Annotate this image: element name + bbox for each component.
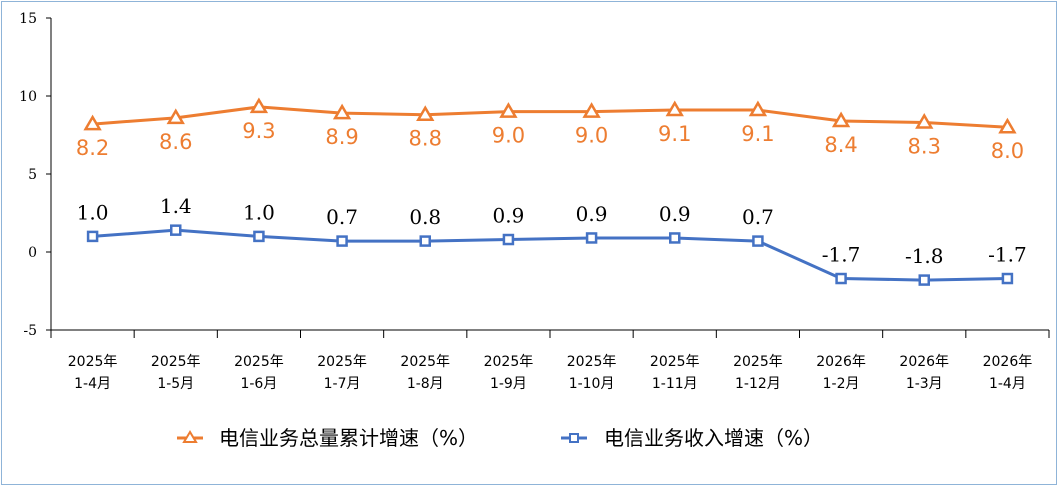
data-label-income: 0.8 — [409, 205, 441, 229]
data-point-triangle — [748, 100, 768, 117]
y-tick-label: 15 — [19, 11, 37, 27]
axes: 15 10 5 0 -5 2025年 1-4月 2025年 1-5月 2025年 1-6月 2025年… — [19, 11, 1050, 392]
data-label-income: -1.7 — [988, 243, 1027, 267]
data-label-total: 9.3 — [242, 119, 275, 143]
data-label-income: 0.9 — [576, 202, 608, 226]
data-label-income: 1.4 — [160, 194, 192, 218]
x-tick-label-year: 2025年 — [234, 354, 284, 370]
x-tick-label-period: 1-10月 — [569, 376, 615, 392]
data-point-triangle — [249, 97, 269, 114]
x-tick-label-year: 2025年 — [400, 354, 450, 370]
data-label-total: 8.3 — [908, 135, 941, 159]
data-point-triangle — [83, 114, 102, 131]
data-point-square — [419, 235, 431, 247]
x-tick-label-period: 1-4月 — [74, 376, 111, 392]
x-tick-label-year: 2025年 — [317, 354, 367, 370]
x-tick-label-year: 2025年 — [151, 354, 201, 370]
x-tick-label-period: 1-9月 — [490, 376, 527, 392]
legend-item-total: 电信业务总量累计增速（%） — [177, 426, 478, 450]
data-label-total: 8.6 — [159, 130, 192, 154]
data-label-total: 8.0 — [991, 139, 1024, 163]
data-label-total: 9.1 — [658, 122, 691, 146]
x-tick-label-year: 2025年 — [484, 354, 534, 370]
data-label-total: 8.4 — [824, 133, 857, 157]
data-point-square — [253, 230, 265, 243]
data-point-triangle — [166, 108, 185, 125]
legend-marker-triangle — [182, 430, 198, 443]
data-point-square — [835, 272, 847, 285]
x-tick-label-period: 1-7月 — [324, 376, 361, 392]
data-label-income: 0.7 — [742, 205, 774, 229]
data-point-triangle — [499, 102, 518, 118]
data-label-total: 9.0 — [492, 124, 525, 148]
x-tick-label-period: 1-5月 — [157, 376, 194, 392]
data-label-income: 1.0 — [243, 200, 275, 224]
legend-label: 电信业务收入增速（%） — [604, 426, 823, 450]
x-tick-label-period: 1-2月 — [823, 376, 860, 392]
data-label-income: -1.7 — [822, 243, 861, 267]
x-tick-label-year: 2025年 — [650, 354, 700, 370]
data-point-triangle — [915, 113, 934, 129]
x-tick-label-year: 2025年 — [567, 354, 617, 370]
data-label-income: 0.9 — [493, 204, 525, 228]
series-line-income — [92, 228, 1008, 282]
x-tick-label-period: 1-11月 — [652, 376, 698, 392]
data-point-triangle — [582, 102, 601, 118]
data-point-triangle — [665, 100, 684, 117]
legend-item-income: 电信业务收入增速（%） — [561, 426, 823, 450]
data-label-total: 8.9 — [325, 125, 358, 149]
legend: 电信业务总量累计增速（%） 电信业务收入增速（%） — [177, 426, 823, 450]
data-point-square — [585, 232, 598, 244]
x-tick-label-period: 1-3月 — [906, 376, 943, 392]
x-tick-label-period: 1-6月 — [240, 376, 277, 392]
x-tick-label-period: 1-4月 — [989, 376, 1026, 392]
x-tick-label-year: 2025年 — [733, 354, 783, 370]
data-point-square — [336, 235, 348, 247]
x-tick-label-period: 1-12月 — [735, 376, 781, 392]
x-tick-label-period: 1-8月 — [407, 376, 444, 392]
data-point-square — [86, 230, 99, 243]
y-tick-label: 10 — [19, 89, 37, 105]
data-label-income: 0.9 — [659, 202, 691, 226]
data-point-triangle — [332, 103, 352, 120]
data-label-total: 9.0 — [575, 124, 608, 148]
data-point-square — [1001, 272, 1014, 285]
data-point-square — [170, 224, 182, 236]
data-point-square — [918, 274, 930, 286]
data-label-income: -1.8 — [905, 244, 944, 268]
data-point-square — [502, 233, 515, 246]
data-point-square — [669, 232, 681, 244]
data-labels: 8.2 8.6 9.3 8.9 8.8 9.0 9.0 9.1 9.1 8.4 8.3 8.0 1.0 1… — [76, 119, 1027, 268]
y-tick-label: -5 — [23, 323, 37, 339]
data-point-square — [752, 235, 764, 247]
y-tick-label: 0 — [28, 245, 37, 261]
x-tick-label-year: 2026年 — [816, 354, 866, 370]
series-line-total — [92, 105, 1008, 129]
data-label-income: 1.0 — [77, 200, 109, 224]
data-point-triangle — [831, 111, 851, 128]
legend-marker-square — [569, 433, 579, 443]
data-label-total: 8.2 — [76, 136, 109, 160]
data-label-total: 8.8 — [409, 127, 442, 151]
data-label-total: 9.1 — [741, 122, 774, 146]
x-tick-label-year: 2026年 — [899, 354, 949, 370]
data-label-income: 0.7 — [326, 205, 358, 229]
x-tick-label-year: 2026年 — [983, 354, 1033, 370]
data-point-triangle — [998, 117, 1017, 134]
series-layer — [83, 97, 1017, 286]
legend-label: 电信业务总量累计增速（%） — [219, 426, 478, 450]
data-point-triangle — [416, 105, 435, 121]
x-tick-label-year: 2025年 — [68, 354, 118, 370]
y-tick-label: 5 — [28, 167, 37, 183]
